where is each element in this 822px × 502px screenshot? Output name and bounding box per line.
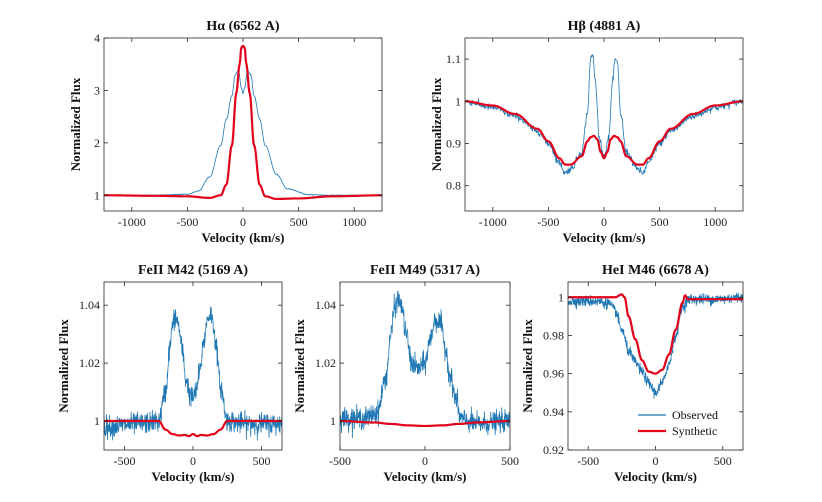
panel-title-hbeta: Hβ (4881 A) <box>568 19 641 34</box>
series-observed-feii42 <box>104 306 282 441</box>
ytick-label: 0.8 <box>446 179 461 193</box>
legend: Observed Synthetic <box>638 408 718 438</box>
xtick-label: 0 <box>240 215 246 229</box>
x-axis-label-hbeta: Velocity (km/s) <box>563 230 646 245</box>
ytick-label: 2 <box>94 136 100 150</box>
xtick-label: -500 <box>577 454 599 468</box>
ytick-label: 1.02 <box>79 356 100 370</box>
y-axis-label-hbeta: Normalized Flux <box>429 77 444 171</box>
xtick-label: -500 <box>537 215 559 229</box>
xtick-label: 0 <box>190 454 196 468</box>
series-observed-hei46 <box>568 292 743 399</box>
xtick-label: -500 <box>329 454 351 468</box>
ytick-label: 0.96 <box>543 367 564 381</box>
xtick-label: 0 <box>422 454 428 468</box>
ytick-label: 1.1 <box>446 52 461 66</box>
xtick-label: -500 <box>114 454 136 468</box>
xtick-label: 0 <box>601 215 607 229</box>
ytick-label: 1 <box>94 414 100 428</box>
ytick-label: 1.02 <box>315 356 336 370</box>
ytick-label: 4 <box>94 31 100 45</box>
xtick-label: -1000 <box>479 215 507 229</box>
y-axis-label-halpha: Normalized Flux <box>68 77 83 171</box>
series-synthetic-hbeta <box>465 100 743 166</box>
xtick-label: 500 <box>252 454 270 468</box>
series-synthetic-hei46 <box>568 293 743 375</box>
xtick-label: -500 <box>176 215 198 229</box>
x-axis-label-hei46: Velocity (km/s) <box>614 469 697 484</box>
axes-frame-hbeta <box>464 37 744 212</box>
panel-feii42: -500 0 500 1 1.02 1.04 FeII M42 (5169 A) Veloci… <box>56 263 283 484</box>
x-axis-label-feii49: Velocity (km/s) <box>384 469 467 484</box>
ytick-label: 1 <box>558 290 564 304</box>
xtick-label: 500 <box>651 215 669 229</box>
series-synthetic-halpha <box>104 44 382 201</box>
panel-title-feii42: FeII M42 (5169 A) <box>138 263 248 278</box>
ytick-label: 0.92 <box>543 443 564 457</box>
panel-title-feii49: FeII M49 (5317 A) <box>370 263 480 278</box>
series-observed-halpha <box>104 70 382 197</box>
series-observed-feii49 <box>340 290 510 439</box>
series-synthetic-feii49 <box>340 419 510 428</box>
xtick-label: 500 <box>501 454 519 468</box>
ytick-label: 0.9 <box>446 136 461 150</box>
x-axis-label-feii42: Velocity (km/s) <box>152 469 235 484</box>
xtick-label: 1000 <box>342 215 366 229</box>
panel-title-hei46: HeI M46 (6678 A) <box>602 263 709 278</box>
legend-synthetic-label: Synthetic <box>672 424 717 438</box>
y-axis-label-feii49: Normalized Flux <box>292 319 307 413</box>
ytick-label: 1 <box>330 414 336 428</box>
axes-frame-halpha <box>103 37 383 212</box>
legend-observed-label: Observed <box>672 408 718 422</box>
ytick-label: 0.94 <box>543 405 564 419</box>
panel-feii49: -500 0 500 1 1.02 1.04 FeII M49 (5317 A) Veloci… <box>292 263 519 484</box>
ytick-label: 1 <box>455 94 461 108</box>
ytick-label: 1.04 <box>315 298 336 312</box>
xtick-label: 1000 <box>703 215 727 229</box>
y-axis-label-feii42: Normalized Flux <box>56 319 71 413</box>
ytick-label: 1 <box>94 188 100 202</box>
panel-halpha: -1000 -500 0 500 1000 1 2 3 4 Hα (6562 A) Velocity… <box>68 19 383 245</box>
panel-hei46: -500 0 500 0.92 0.94 0.96 0.98 1 HeI M46 (6678 A… <box>520 263 744 484</box>
x-axis-label-halpha: Velocity (km/s) <box>202 230 285 245</box>
xtick-label: 0 <box>653 454 659 468</box>
series-synthetic-feii42 <box>104 419 282 438</box>
y-axis-label-hei46: Normalized Flux <box>520 319 535 413</box>
xtick-label: 500 <box>290 215 308 229</box>
panel-hbeta: -1000 -500 0 500 1000 0.8 0.9 1 1.1 Hβ (4881 A) Ve… <box>429 19 744 245</box>
xtick-label: -1000 <box>118 215 146 229</box>
ytick-label: 3 <box>94 83 100 97</box>
xtick-label: 500 <box>714 454 732 468</box>
panel-title-halpha: Hα (6562 A) <box>206 19 279 34</box>
ytick-label: 1.04 <box>79 298 100 312</box>
ytick-label: 0.98 <box>543 328 564 342</box>
